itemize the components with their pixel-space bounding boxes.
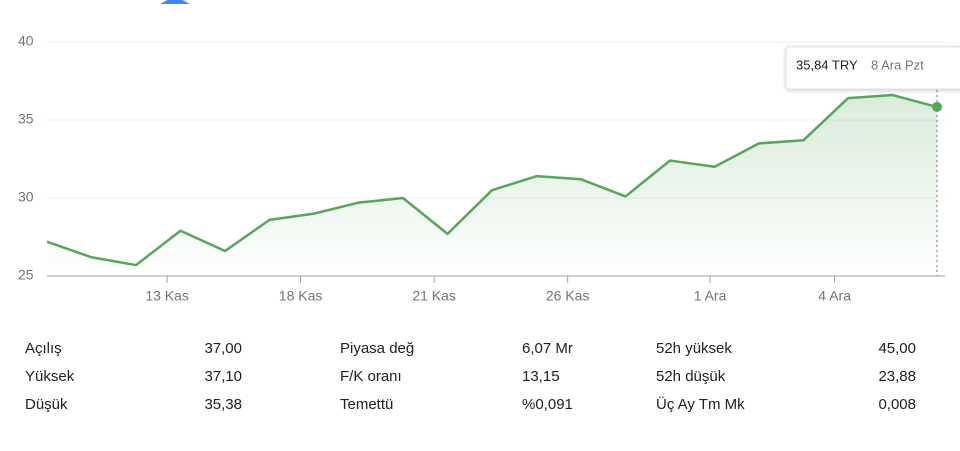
tooltip-date: 8 Ara Pzt	[871, 57, 924, 72]
stat-label: Üç Ay Tm Mk	[656, 395, 745, 413]
stat-label: Düşük	[25, 396, 68, 413]
stat-label: F/K oranı	[340, 368, 402, 385]
stat-value: 0,008	[878, 396, 916, 413]
x-tick-label: 21 Kas	[412, 288, 456, 304]
stat-label: Temettü	[340, 396, 393, 413]
x-tick-label: 13 Kas	[145, 288, 189, 304]
tab-indicator	[160, 0, 190, 4]
stat-value: 23,88	[878, 368, 916, 385]
stat-label: 52h yüksek	[656, 340, 732, 357]
stat-label: Açılış	[25, 340, 62, 357]
hover-point	[932, 101, 942, 112]
stat-value: 13,15	[522, 368, 560, 385]
area-fill	[47, 95, 937, 276]
stats-table: Açılış 37,00 Yüksek 37,10 Düşük 35,38 Piyasa d…	[25, 340, 916, 413]
stat-label: Yüksek	[25, 368, 75, 385]
stat-value: 6,07 Mr	[522, 340, 573, 357]
x-tick-label: 26 Kas	[546, 288, 590, 304]
x-tick-label: 4 Ara	[818, 288, 851, 304]
x-tick-label: 18 Kas	[279, 288, 323, 304]
chart: 25 30 35 40 13 Kas 18 Kas 21 Kas 26 Kas 1 Ara 4 A…	[18, 33, 960, 304]
y-tick-label: 40	[18, 33, 34, 49]
y-tick-label: 35	[18, 111, 34, 127]
stat-value: 37,00	[204, 340, 242, 357]
y-tick-label: 30	[18, 189, 34, 205]
stat-value: 37,10	[204, 368, 242, 385]
stat-value: 35,38	[204, 396, 242, 413]
stat-label: Piyasa değ	[340, 340, 414, 357]
tooltip-box	[785, 46, 960, 90]
stat-value: 45,00	[878, 340, 916, 357]
tooltip-value: 35,84 TRY	[796, 57, 858, 72]
stat-label: 52h düşük	[656, 368, 726, 385]
stat-value: %0,091	[522, 396, 573, 413]
x-tick-label: 1 Ara	[694, 288, 727, 304]
price-line	[46, 93, 938, 267]
y-tick-label: 25	[18, 267, 34, 283]
